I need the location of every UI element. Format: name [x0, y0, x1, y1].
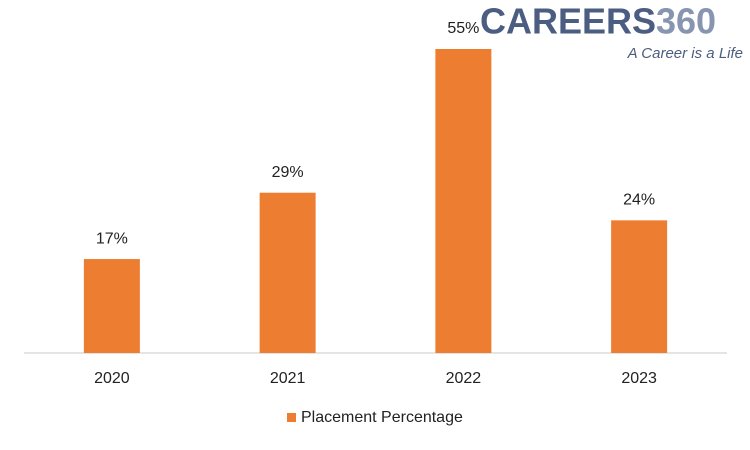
- data-label: 24%: [623, 192, 655, 209]
- bar: [259, 192, 316, 353]
- data-label: 29%: [272, 164, 304, 181]
- legend-swatch: [287, 413, 296, 422]
- bar: [83, 259, 140, 353]
- bar: [611, 220, 668, 353]
- x-tick-label: 2021: [270, 370, 306, 387]
- legend-label: Placement Percentage: [301, 409, 463, 426]
- data-label: 17%: [96, 230, 128, 247]
- data-label: 55%: [447, 20, 479, 37]
- x-tick-label: 2023: [621, 370, 657, 387]
- bar: [435, 49, 492, 353]
- logo-brand: CAREERS: [480, 1, 656, 42]
- logo-number: 360: [656, 1, 716, 42]
- x-tick-label: 2020: [94, 370, 130, 387]
- x-tick-label: 2022: [446, 370, 482, 387]
- logo-tagline: A Career is a Life: [627, 45, 743, 62]
